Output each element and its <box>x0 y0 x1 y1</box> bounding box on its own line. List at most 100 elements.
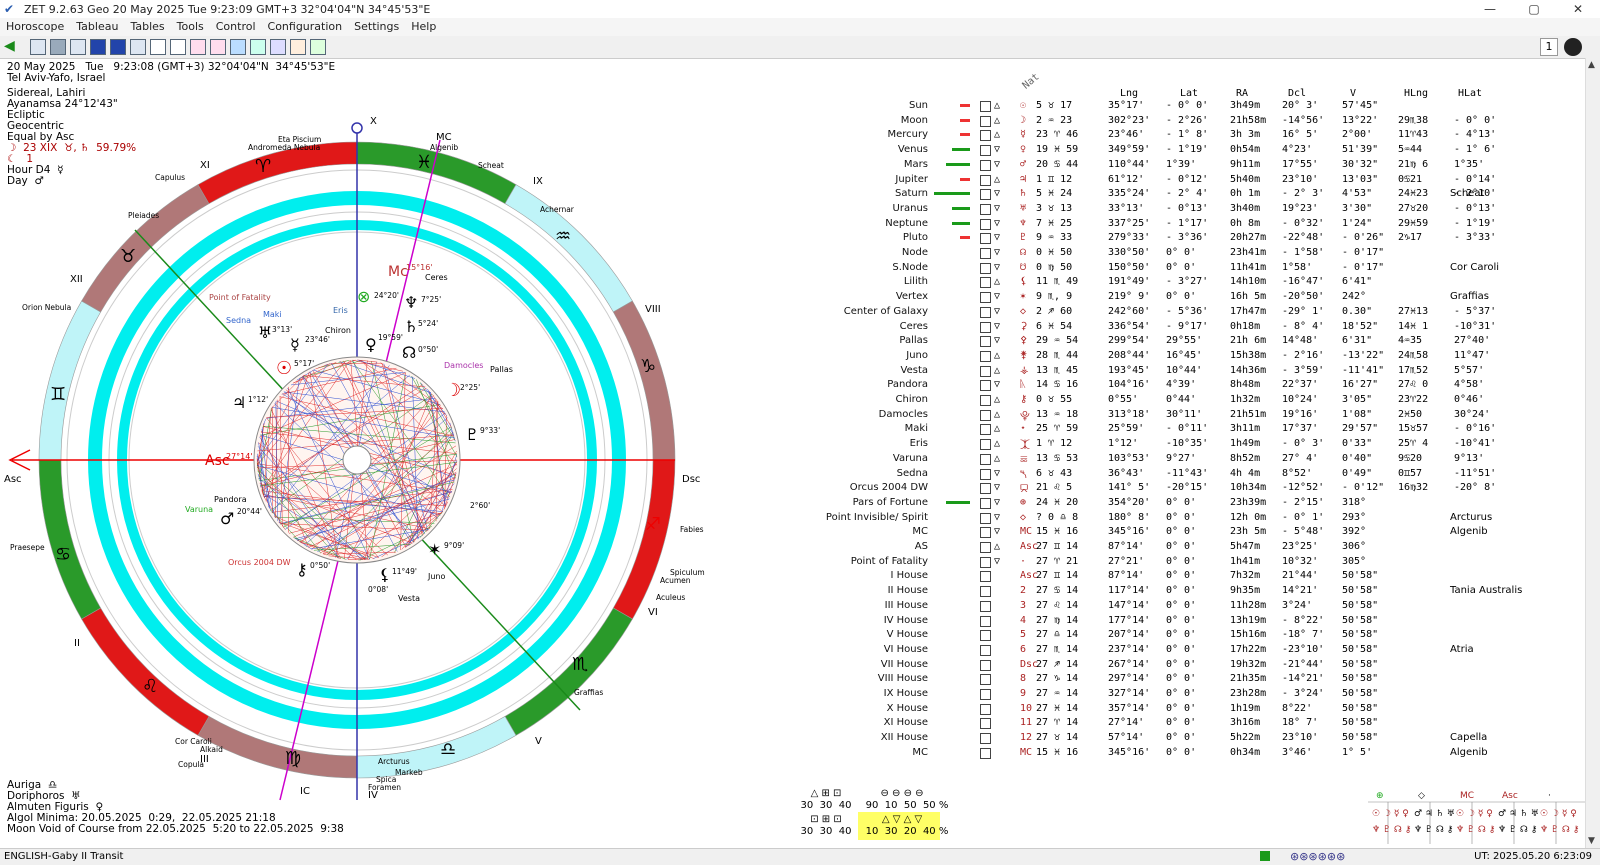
row-box-icon[interactable] <box>980 498 991 509</box>
row-box-icon[interactable] <box>980 145 991 156</box>
toolbar-aspect-icon[interactable] <box>270 39 286 55</box>
row-box-icon[interactable] <box>980 616 991 627</box>
menu-tables[interactable]: Tables <box>124 18 170 36</box>
row-box-icon[interactable] <box>980 571 991 582</box>
toolbar-wheel-icon[interactable] <box>90 39 106 55</box>
aspect-row1-icons[interactable]: △ ⊞ ⊡ <box>796 788 856 799</box>
toolbar-card-icon[interactable] <box>170 39 186 55</box>
back-arrow-icon[interactable]: ◀ <box>4 39 15 53</box>
row-box-icon[interactable] <box>980 689 991 700</box>
close-button[interactable]: ✕ <box>1556 0 1600 18</box>
row-box-icon[interactable] <box>980 307 991 318</box>
toolbar-sheet-icon[interactable] <box>230 39 246 55</box>
row-box-icon[interactable] <box>980 660 991 671</box>
row-box-icon[interactable] <box>980 718 991 729</box>
menu-control[interactable]: Control <box>210 18 262 36</box>
aspect-row2b-icons[interactable]: △ ▽ △ ▽ <box>862 814 942 825</box>
row-box-icon[interactable] <box>980 395 991 406</box>
row-box-icon[interactable] <box>980 336 991 347</box>
row-box-icon[interactable] <box>980 130 991 141</box>
row-box-icon[interactable] <box>980 189 991 200</box>
toolbar-chart-icon[interactable] <box>70 39 86 55</box>
toolbar-doc-icon[interactable] <box>250 39 266 55</box>
maximize-button[interactable]: ▢ <box>1512 0 1556 18</box>
toolbar-grid-icon[interactable] <box>130 39 146 55</box>
toolbar-tools-icon[interactable] <box>290 39 306 55</box>
menu-horoscope[interactable]: Horoscope <box>0 18 70 36</box>
toolbar-list-icon[interactable] <box>190 39 206 55</box>
status-transit-icons[interactable]: ⊛⊛⊛⊛⊛⊛ <box>1290 850 1345 863</box>
row-box-icon[interactable] <box>980 204 991 215</box>
row-box-icon[interactable] <box>980 175 991 186</box>
record-icon[interactable] <box>1564 38 1582 56</box>
row-box-icon[interactable] <box>980 557 991 568</box>
row-box-icon[interactable] <box>980 454 991 465</box>
toolbar-settings-icon[interactable] <box>310 39 326 55</box>
row-box-icon[interactable] <box>980 733 991 744</box>
vertical-scrollbar[interactable]: ▲ ▼ <box>1585 58 1600 848</box>
row-box-icon[interactable] <box>980 410 991 421</box>
scroll-up-icon[interactable]: ▲ <box>1588 60 1595 70</box>
row-box-icon[interactable] <box>980 645 991 656</box>
scroll-down-icon[interactable]: ▼ <box>1588 836 1595 846</box>
toolbar-globe-icon[interactable] <box>50 39 66 55</box>
minimize-button[interactable]: — <box>1468 0 1512 18</box>
row-box-icon[interactable] <box>980 351 991 362</box>
row-box-icon[interactable] <box>980 527 991 538</box>
row-box-icon[interactable] <box>980 233 991 244</box>
row-box-icon[interactable] <box>980 483 991 494</box>
row-box-icon[interactable] <box>980 513 991 524</box>
row-box-icon[interactable] <box>980 424 991 435</box>
row-box-icon[interactable] <box>980 322 991 333</box>
row-box-icon[interactable] <box>980 219 991 230</box>
row-box-icon[interactable] <box>980 601 991 612</box>
toolbar-map-icon[interactable] <box>110 39 126 55</box>
row-box-icon[interactable] <box>980 674 991 685</box>
menu-settings[interactable]: Settings <box>348 18 405 36</box>
menu-tools[interactable]: Tools <box>171 18 210 36</box>
row-box-icon[interactable] <box>980 116 991 127</box>
menu-tableau[interactable]: Tableau <box>70 18 124 36</box>
row-box-icon[interactable] <box>980 439 991 450</box>
row-box-icon[interactable] <box>980 277 991 288</box>
aspect-row1b-icons[interactable]: ⊖ ⊖ ⊖ ⊖ <box>862 788 942 799</box>
toolbar-page-icon[interactable] <box>210 39 226 55</box>
toolbar-table-icon[interactable] <box>30 39 46 55</box>
row-box-icon[interactable] <box>980 630 991 641</box>
row-box-icon[interactable] <box>980 101 991 112</box>
row-box-icon[interactable] <box>980 542 991 553</box>
row-box-icon[interactable] <box>980 704 991 715</box>
row-box-icon[interactable] <box>980 292 991 303</box>
row-box-icon[interactable] <box>980 366 991 377</box>
